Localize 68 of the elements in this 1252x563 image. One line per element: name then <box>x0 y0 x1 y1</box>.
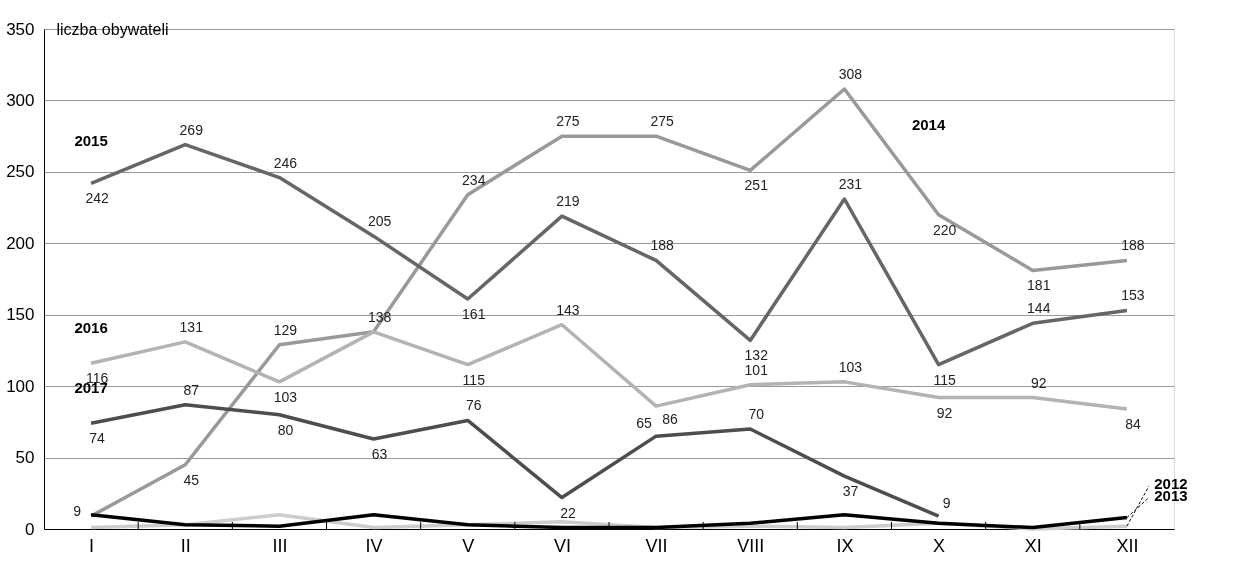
data-label: 308 <box>838 66 863 82</box>
data-label: 103 <box>273 388 298 405</box>
data-label: 131 <box>179 318 204 335</box>
y-tick-label: 350 <box>6 19 35 39</box>
y-tick-label: 150 <box>6 305 35 325</box>
data-label: 143 <box>556 301 580 318</box>
data-label: 92 <box>936 404 953 421</box>
data-label: 242 <box>85 190 109 207</box>
x-tick-label: V <box>462 535 475 556</box>
y-axis-title: liczba obywateli <box>56 20 169 38</box>
data-label: 231 <box>838 176 863 192</box>
x-tick-label: II <box>180 535 191 556</box>
data-label: 205 <box>367 213 392 230</box>
x-tick-label: IX <box>836 535 854 556</box>
x-tick-label: VII <box>645 535 668 556</box>
data-label: 80 <box>277 421 294 438</box>
data-label: 45 <box>183 471 200 488</box>
data-label: 275 <box>556 113 580 130</box>
x-tick-label: I <box>89 535 95 556</box>
series-label: 2014 <box>911 115 946 133</box>
data-label: 161 <box>462 306 486 322</box>
x-tick-label: VIII <box>737 535 765 556</box>
data-label: 87 <box>183 381 200 398</box>
data-label: 129 <box>273 321 298 338</box>
data-label: 188 <box>650 237 674 254</box>
series-label: 2015 <box>74 132 108 150</box>
series-label: 2016 <box>74 319 108 337</box>
data-label: 37 <box>842 483 859 500</box>
data-label: 92 <box>1030 374 1047 391</box>
y-tick-label: 0 <box>25 519 35 539</box>
y-tick-label: 300 <box>6 90 35 110</box>
data-label: 70 <box>748 406 765 422</box>
x-tick-label: IV <box>365 535 383 556</box>
data-label: 269 <box>179 121 204 138</box>
data-label: 115 <box>933 371 956 388</box>
data-label: 220 <box>932 221 957 238</box>
data-label: 188 <box>1121 237 1145 254</box>
data-label: 275 <box>650 113 674 130</box>
x-tick-label: XII <box>1116 535 1139 556</box>
data-label: 144 <box>1027 300 1051 317</box>
data-label: 234 <box>462 171 486 188</box>
data-label: 9 <box>942 495 951 512</box>
x-tick-label: III <box>272 535 288 556</box>
x-tick-label: XI <box>1024 535 1042 556</box>
y-tick-label: 50 <box>15 448 35 468</box>
data-label: 138 <box>367 308 392 325</box>
x-tick-label: X <box>933 535 946 556</box>
data-label: 86 <box>662 411 679 428</box>
data-label: 219 <box>556 193 580 210</box>
data-label: 251 <box>744 177 769 194</box>
data-label: 101 <box>744 361 769 378</box>
data-label: 153 <box>1121 287 1145 304</box>
data-label: 76 <box>465 397 482 414</box>
y-tick-label: 100 <box>6 376 35 396</box>
data-label: 246 <box>273 154 298 171</box>
y-tick-label: 200 <box>6 233 35 253</box>
data-label: 9 <box>73 503 82 520</box>
data-label: 22 <box>560 504 576 521</box>
data-label: 115 <box>462 371 486 388</box>
y-tick-label: 250 <box>6 162 35 182</box>
data-label: 181 <box>1027 277 1051 294</box>
data-label: 84 <box>1125 416 1141 432</box>
data-label: 63 <box>371 446 388 462</box>
x-tick-label: VI <box>553 535 571 556</box>
data-label: 74 <box>89 430 106 447</box>
data-label: 132 <box>744 347 769 364</box>
data-label: 65 <box>636 415 653 432</box>
data-label: 103 <box>838 358 863 375</box>
